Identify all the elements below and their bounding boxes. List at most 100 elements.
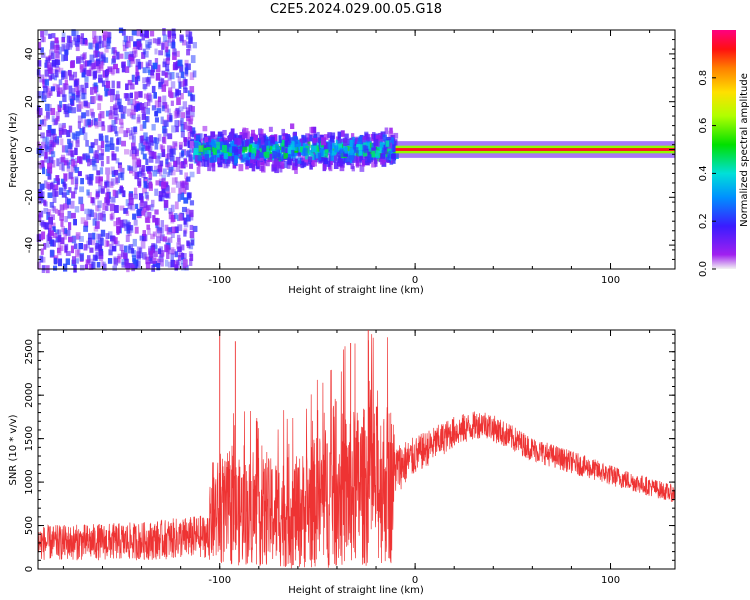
spectrogram-cell (217, 150, 222, 157)
spectrogram-cell (220, 138, 225, 145)
spectrogram-cell (95, 58, 101, 66)
spectrogram-cell (180, 150, 185, 157)
spectrogram-cell (380, 157, 385, 165)
spectrogram-cell (125, 210, 130, 216)
spectrogram-cell (88, 145, 94, 154)
spectrogram-cell (164, 238, 170, 245)
spectrogram-cell (52, 232, 58, 239)
spectrogram-cell (142, 120, 147, 129)
spectrogram-cell (144, 191, 149, 199)
spectrogram-cell (118, 126, 124, 134)
spectrogram-cell (136, 29, 142, 37)
spectrogram-cell (106, 156, 110, 164)
spectrogram-cell (239, 131, 244, 138)
spectrogram-cell (41, 91, 45, 99)
spectrogram-cell (189, 224, 194, 231)
spectrogram-cell (210, 143, 216, 152)
spectrogram-cell (100, 140, 105, 149)
spectrogram-cell (61, 192, 67, 198)
spectrogram-cell (362, 144, 367, 152)
spectrogram-cell (189, 146, 195, 153)
spectrogram-cell (53, 265, 58, 271)
spectrogram-cell (106, 240, 110, 247)
spectrogram-cell (310, 153, 315, 161)
spectrogram-cell (158, 82, 164, 88)
spectrogram-cell (309, 162, 313, 170)
spectrogram-cell (74, 147, 78, 156)
spectrogram-cell (84, 60, 89, 67)
spectrogram-cell (77, 121, 82, 129)
spectrogram-cell (61, 37, 66, 43)
spectrogram-cell (250, 133, 256, 140)
spectrogram-cell (125, 83, 129, 91)
spectrogram-cell (177, 76, 182, 83)
spectrogram-cell (264, 145, 270, 153)
spectrogram-cell (40, 37, 44, 43)
spectrogram-cell (212, 148, 217, 155)
spectrogram-cell (143, 181, 147, 188)
spectrogram-cell (167, 30, 172, 38)
spectrogram-cell (85, 110, 90, 117)
spectrogram-cell (128, 54, 134, 60)
spectrogram-cell (111, 235, 116, 244)
spectrogram-cell (161, 78, 165, 84)
spectrogram-cell (291, 162, 295, 171)
spectrogram-cell (181, 39, 187, 46)
spectrogram-cell (167, 133, 173, 140)
spectrogram-cell (327, 142, 331, 149)
spectrogram-cell (151, 85, 156, 93)
spectrogram-cell (107, 231, 113, 239)
spectrogram-cell (174, 251, 179, 258)
spectrogram-cell (128, 263, 134, 269)
spectrogram-cell (168, 87, 173, 93)
spectrogram-cell (83, 61, 87, 70)
spectrogram-cell (353, 136, 359, 144)
spectrogram-cell (153, 137, 158, 144)
spectrogram-cell (102, 261, 106, 269)
spectrogram-cell (148, 59, 152, 66)
spectrogram-cell (110, 125, 115, 132)
spectrogram-cell (55, 229, 60, 235)
spectrogram-cell (158, 195, 163, 202)
spectrogram-cell (154, 143, 159, 150)
spectrogram-cell (185, 182, 189, 190)
spectrogram-cell (84, 208, 90, 215)
spectrogram-cell (128, 130, 133, 136)
spectrogram-cell (52, 226, 56, 232)
spectrogram-cell (95, 150, 99, 157)
spectrogram-cell (113, 258, 119, 266)
spectrogram-cell (115, 68, 120, 74)
spectrogram-cell (150, 199, 155, 208)
spectrogram-cell (233, 133, 238, 142)
spectrogram-cell (150, 73, 155, 79)
spectrogram-cell (105, 75, 109, 83)
spectrogram-cell (168, 207, 172, 214)
spectrogram-cell (306, 137, 310, 145)
spectrogram-cell (184, 63, 189, 71)
spectrogram-cell (133, 41, 138, 47)
snr-xtick-label: 0 (412, 575, 418, 586)
spectrogram-cell (356, 137, 361, 145)
spectrogram-cell (63, 263, 68, 272)
spectrogram-cell (291, 149, 295, 157)
spectrogram-cell (75, 258, 79, 264)
spectrogram-cell (257, 143, 261, 149)
spectrogram-cell (72, 71, 78, 78)
spectrogram-cell (180, 124, 185, 132)
spectrogram-cell (51, 128, 56, 136)
spectrogram-cell (130, 127, 136, 135)
spectrogram-cell (151, 243, 155, 251)
spectrogram-cell (337, 138, 342, 145)
spectrogram-cell (169, 113, 173, 121)
spectrogram-cell (283, 161, 288, 168)
spectrogram-cell (154, 188, 159, 196)
spectrogram-cell (201, 154, 207, 161)
spectrogram-cell (91, 161, 97, 167)
spectrogram-cell (73, 218, 77, 226)
spectrogram-cell (122, 44, 127, 52)
spectrogram-cell (260, 160, 266, 166)
spectrogram-cell (40, 191, 45, 198)
spectrogram-cell (91, 261, 96, 269)
spectrogram-cell (189, 171, 195, 178)
spectrogram-cell (172, 92, 178, 98)
